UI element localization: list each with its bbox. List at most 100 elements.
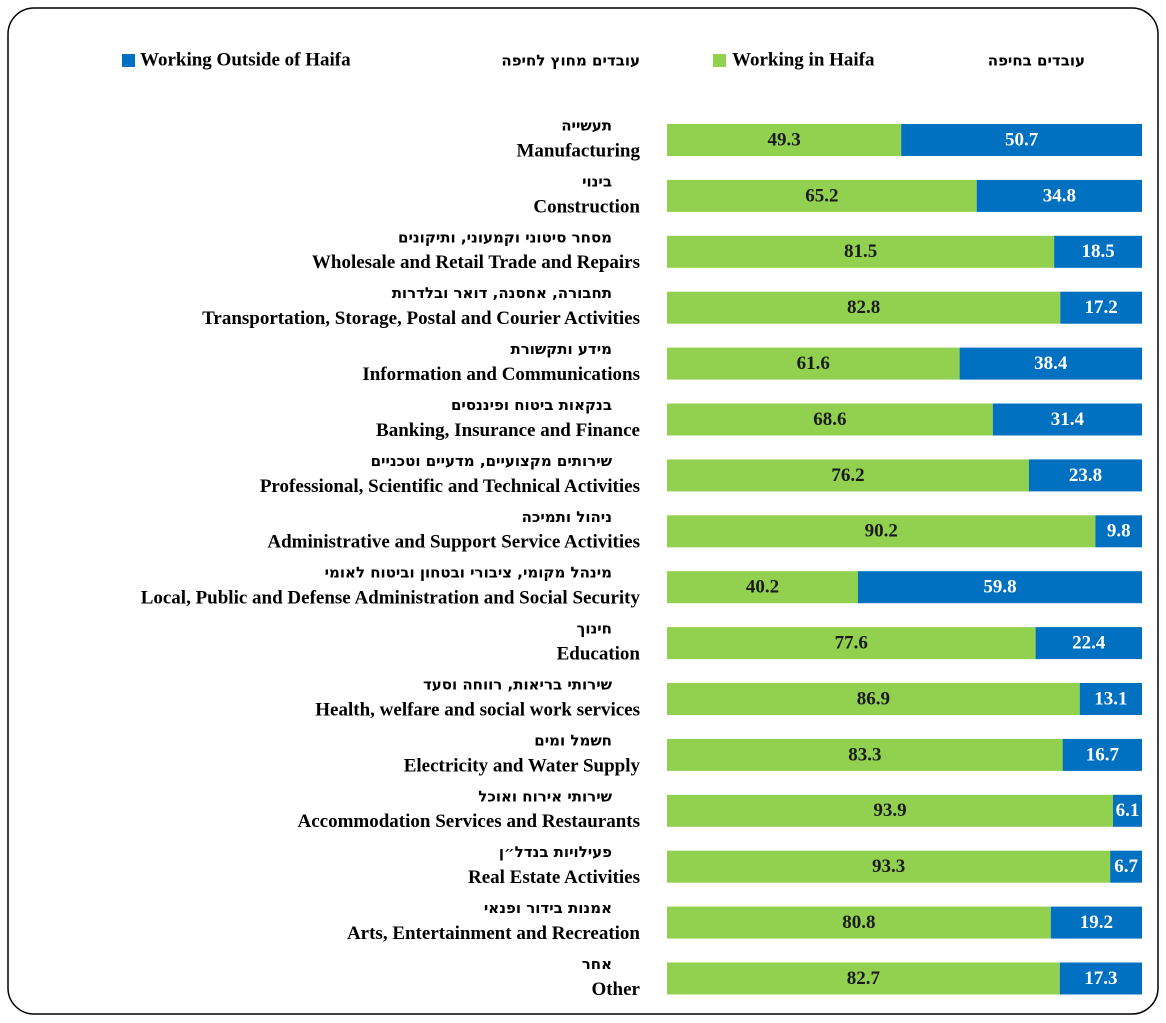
legend-label-he: עובדים מחוץ לחיפה xyxy=(501,52,640,70)
value-label: 86.9 xyxy=(857,688,890,709)
category-label: Professional, Scientific and Technical A… xyxy=(260,476,640,497)
category-label: Accommodation Services and Restaurants xyxy=(297,811,640,832)
value-label: 6.1 xyxy=(1116,800,1140,821)
value-label: 76.2 xyxy=(831,465,864,486)
bar-segment xyxy=(1110,850,1142,883)
bar-segment xyxy=(667,124,902,156)
bar-segment xyxy=(667,683,1080,715)
value-label: 90.2 xyxy=(865,521,898,542)
bar-segment xyxy=(1059,962,1142,995)
value-label: 68.6 xyxy=(813,409,846,430)
category-label-he: שירותים מקצועיים, מדעיים וטכניים xyxy=(371,452,613,470)
category-label-he: בינוי xyxy=(582,172,612,190)
bar-segment xyxy=(1079,683,1142,715)
value-label: 18.5 xyxy=(1081,241,1114,262)
value-label: 77.6 xyxy=(835,632,868,653)
legend-swatch xyxy=(713,54,726,67)
category-label: Health, welfare and social work services xyxy=(315,699,640,720)
category-label-he: מידע ותקשורת xyxy=(510,340,612,358)
bar-segment xyxy=(1035,627,1142,660)
category-label: Arts, Entertainment and Recreation xyxy=(347,923,640,944)
category-label: Construction xyxy=(533,196,640,217)
value-label: 22.4 xyxy=(1072,632,1106,653)
bar-segment xyxy=(667,403,993,436)
category-label-he: בנקאות ביטוח ופיננסים xyxy=(451,396,612,414)
value-label: 93.9 xyxy=(873,800,906,821)
bar-segment xyxy=(992,403,1142,436)
frame xyxy=(7,7,1159,1015)
category-label: Real Estate Activities xyxy=(468,867,640,888)
legend-swatch xyxy=(122,54,135,67)
value-label: 65.2 xyxy=(805,185,838,206)
category-label-he: ניהול ותמיכה xyxy=(522,508,612,526)
bar-segment xyxy=(1050,906,1142,939)
value-label: 40.2 xyxy=(746,577,779,598)
value-label: 93.3 xyxy=(872,856,905,877)
bar-segment xyxy=(667,627,1036,660)
value-label: 6.7 xyxy=(1114,856,1138,877)
value-label: 81.5 xyxy=(844,241,877,262)
category-label-he: פעילויות בנדל״ן xyxy=(499,843,612,861)
category-label: Electricity and Water Supply xyxy=(404,755,641,776)
value-label: 23.8 xyxy=(1069,465,1102,486)
category-label: Education xyxy=(557,643,641,664)
bar-segment xyxy=(667,515,1096,548)
legend-label: Working in Haifa xyxy=(732,49,875,70)
category-label-he: שירותי בריאות, רווחה וסעד xyxy=(423,676,613,694)
value-label: 49.3 xyxy=(767,129,800,150)
bar-segment xyxy=(667,962,1060,995)
category-label: Administrative and Support Service Activ… xyxy=(267,532,640,553)
category-label-he: חשמל ומים xyxy=(534,731,612,749)
value-label: 13.1 xyxy=(1094,688,1127,709)
category-label-he: חינוך xyxy=(577,620,612,638)
category-label: Manufacturing xyxy=(517,140,641,161)
bar-segment xyxy=(667,794,1114,827)
value-label: 61.6 xyxy=(797,353,830,374)
bar-segment xyxy=(1060,291,1142,324)
category-label-he: מינהל מקומי, ציבורי ובטחון וביטוח לאומי xyxy=(325,564,612,582)
bar-segment xyxy=(1095,515,1142,548)
bar-segment xyxy=(1113,794,1142,827)
value-label: 19.2 xyxy=(1080,912,1113,933)
bar-segment xyxy=(667,179,977,212)
category-label-he: מסחר סיטוני וקמעוני, ותיקונים xyxy=(398,228,612,246)
bar-segment xyxy=(667,459,1029,492)
bar-segment xyxy=(667,906,1051,939)
bar-segment xyxy=(976,179,1142,212)
value-label: 83.3 xyxy=(848,744,881,765)
value-label: 16.7 xyxy=(1086,744,1120,765)
bar-segment xyxy=(901,124,1142,156)
category-label: Wholesale and Retail Trade and Repairs xyxy=(312,252,640,273)
bar-segment xyxy=(667,291,1061,324)
value-label: 38.4 xyxy=(1034,353,1068,374)
category-label: Other xyxy=(591,979,640,1000)
bar-segment xyxy=(1062,738,1142,771)
bar-segment xyxy=(1054,235,1142,268)
category-label: Transportation, Storage, Postal and Cour… xyxy=(202,308,640,329)
bar-segment xyxy=(667,571,858,604)
value-label: 59.8 xyxy=(983,577,1016,598)
value-label: 80.8 xyxy=(842,912,875,933)
bar-segment xyxy=(667,850,1111,883)
bar-segment xyxy=(667,235,1055,268)
value-label: 17.2 xyxy=(1085,297,1118,318)
category-label-he: תעשייה xyxy=(561,117,612,135)
category-label-he: שירותי אירוח ואוכל xyxy=(478,787,612,805)
bar-segment xyxy=(667,738,1063,771)
category-label: Banking, Insurance and Finance xyxy=(376,420,640,441)
category-label-he: אחר xyxy=(582,955,612,973)
bar-segment xyxy=(959,347,1142,380)
category-label-he: תחבורה, אחסנה, דואר ובלדרות xyxy=(392,284,612,302)
legend-label: Working Outside of Haifa xyxy=(140,49,351,70)
bar-segment xyxy=(1028,459,1142,492)
category-label: Local, Public and Defense Administration… xyxy=(141,588,641,609)
value-label: 9.8 xyxy=(1107,521,1131,542)
bar-segment xyxy=(857,571,1142,604)
value-label: 31.4 xyxy=(1051,409,1085,430)
value-label: 82.8 xyxy=(847,297,880,318)
value-label: 50.7 xyxy=(1005,129,1039,150)
value-label: 17.3 xyxy=(1084,968,1117,989)
value-label: 82.7 xyxy=(847,968,881,989)
category-label: Information and Communications xyxy=(362,364,640,385)
